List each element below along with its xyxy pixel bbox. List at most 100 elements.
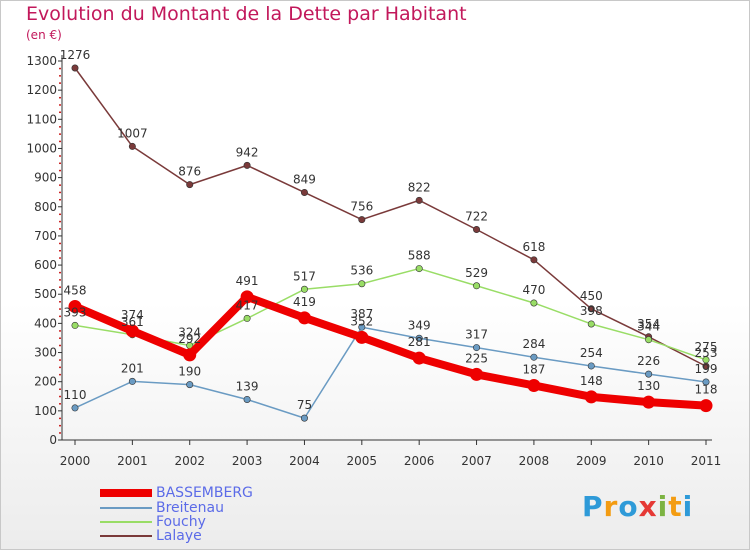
data-label-breitenau: 201: [121, 361, 144, 375]
data-label-breitenau: 226: [637, 354, 660, 368]
data-label-bassemberg: 352: [350, 314, 373, 328]
data-point-bassemberg: [699, 399, 713, 413]
data-label-lalaye: 1007: [117, 126, 148, 140]
x-tick-label: 2006: [404, 454, 435, 468]
data-label-fouchy: 588: [408, 249, 431, 263]
legend-label: Breitenau: [156, 500, 224, 516]
data-label-breitenau: 387: [350, 307, 373, 321]
data-point-bassemberg: [527, 378, 541, 392]
y-tick-label: 100: [34, 404, 57, 418]
data-label-bassemberg: 458: [64, 283, 87, 297]
data-point-breitenau: [702, 378, 710, 386]
legend-label: Lalaye: [156, 528, 202, 544]
data-point-bassemberg: [125, 324, 139, 338]
y-minor-tick: [59, 133, 61, 135]
data-label-lalaye: 876: [178, 165, 201, 179]
data-point-lalaye: [473, 226, 481, 234]
legend-item-breitenau: Breitenau: [100, 500, 224, 516]
data-label-bassemberg: 187: [522, 362, 545, 376]
y-minor-tick: [59, 337, 61, 339]
x-tick-label: 2010: [633, 454, 664, 468]
x-tick-label: 2005: [347, 454, 378, 468]
y-minor-tick: [59, 279, 61, 281]
data-label-bassemberg: 130: [637, 379, 660, 393]
y-minor-tick: [59, 242, 61, 245]
data-label-breitenau: 139: [236, 379, 259, 393]
data-label-lalaye: 450: [580, 289, 603, 303]
data-label-lalaye: 942: [236, 145, 259, 159]
y-minor-tick: [59, 111, 61, 114]
legend-item-lalaye: Lalaye: [100, 528, 202, 544]
data-label-lalaye: 1276: [60, 48, 91, 62]
y-minor-tick: [59, 104, 61, 106]
data-point-bassemberg: [183, 348, 197, 362]
y-minor-tick: [59, 286, 61, 288]
y-minor-tick: [59, 250, 61, 252]
legend-swatch: [100, 507, 152, 509]
x-tick-label: 2004: [289, 454, 320, 468]
data-point-fouchy: [300, 285, 308, 293]
legend-swatch: [100, 521, 152, 523]
data-point-bassemberg: [412, 351, 426, 365]
x-tick-label: 2000: [60, 454, 91, 468]
data-label-fouchy: 398: [580, 304, 603, 318]
data-label-breitenau: 284: [522, 337, 545, 351]
y-minor-tick: [59, 75, 61, 77]
data-point-breitenau: [243, 395, 251, 403]
chart-title: Evolution du Montant de la Dette par Hab…: [26, 3, 467, 25]
data-label-bassemberg: 118: [695, 383, 718, 397]
y-minor-tick: [59, 228, 61, 230]
data-point-breitenau: [186, 381, 194, 389]
y-tick-label: 1300: [26, 54, 57, 68]
y-minor-tick: [59, 424, 61, 427]
y-tick-label: 300: [34, 346, 57, 360]
data-point-fouchy: [358, 280, 366, 288]
data-point-breitenau: [300, 414, 308, 422]
legend-swatch: [100, 535, 152, 537]
data-label-lalaye: 822: [408, 180, 431, 194]
data-point-fouchy: [473, 282, 481, 290]
data-label-breitenau: 110: [64, 388, 87, 402]
data-label-bassemberg: 148: [580, 374, 603, 388]
data-point-breitenau: [530, 353, 538, 361]
x-tick-label: 2011: [691, 454, 722, 468]
data-label-lalaye: 354: [637, 317, 660, 331]
data-label-breitenau: 199: [695, 362, 718, 376]
y-tick-label: 0: [49, 433, 57, 447]
data-point-fouchy: [645, 336, 653, 344]
y-minor-tick: [59, 169, 61, 172]
data-label-lalaye: 756: [350, 200, 373, 214]
y-minor-tick: [59, 432, 61, 434]
data-label-breitenau: 190: [178, 365, 201, 379]
y-tick-label: 400: [34, 316, 57, 330]
y-minor-tick: [59, 220, 61, 223]
data-label-fouchy: 529: [465, 266, 488, 280]
data-point-lalaye: [243, 161, 251, 169]
y-minor-tick: [59, 388, 61, 390]
data-label-bassemberg: 374: [121, 308, 144, 322]
legend-item-fouchy: Fouchy: [100, 514, 206, 530]
data-point-lalaye: [530, 256, 538, 264]
y-tick-label: 1100: [26, 112, 57, 126]
y-minor-tick: [59, 96, 61, 99]
data-label-breitenau: 317: [465, 328, 488, 342]
data-label-fouchy: 393: [64, 305, 87, 319]
data-label-bassemberg: 292: [178, 332, 201, 346]
x-tick-label: 2007: [461, 454, 492, 468]
series-line-fouchy: [74, 267, 707, 361]
y-minor-tick: [59, 395, 61, 398]
y-minor-tick: [59, 344, 61, 347]
y-tick-label: 700: [34, 229, 57, 243]
x-tick-label: 2008: [519, 454, 550, 468]
x-tick-label: 2002: [174, 454, 205, 468]
y-minor-tick: [59, 403, 61, 405]
y-minor-tick: [59, 162, 61, 165]
series-line-bassemberg: [71, 292, 710, 410]
data-label-breitenau: 349: [408, 318, 431, 332]
y-minor-tick: [59, 257, 61, 259]
data-label-breitenau: 75: [297, 398, 312, 412]
y-tick-label: 200: [34, 375, 57, 389]
legend-label: BASSEMBERG: [156, 485, 253, 501]
